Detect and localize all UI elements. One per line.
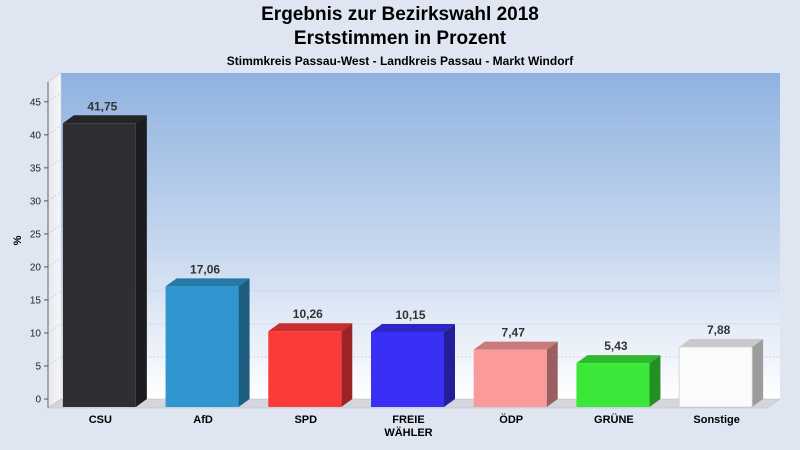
x-tick-label: WÄHLER [384,426,432,439]
bar [473,341,558,407]
bar-front [371,331,444,407]
y-tick-label: 45 [30,97,42,108]
x-tick-label: SPD [294,414,317,426]
labels: 41,75 CSU 17,06 AfD 10,26 SPD 10,15 FREIEWÄHLER… [87,99,740,439]
bar [62,115,147,408]
bar-value-label: 7,88 [707,323,731,337]
bar-front [62,123,136,408]
bar-value-label: 10,26 [293,307,323,321]
bar-front [165,286,239,407]
bar-top [165,278,250,287]
bar-side [238,278,250,407]
bar-value-label: 41,75 [87,99,117,113]
x-tick-label: GRÜNE [594,413,634,426]
y-tick-label: 25 [30,229,42,240]
bar-front [268,331,342,407]
gridline [47,257,780,268]
bar-top [371,323,455,332]
y-tick-label: 40 [30,130,42,141]
bar-top [679,338,764,347]
y-axis-label: % [12,235,24,245]
bar-side [649,355,661,407]
x-tick-label: CSU [89,414,112,426]
bar-side [444,323,455,407]
y-tick-label: 35 [30,163,42,174]
x-tick-label: ÖDP [499,413,523,426]
bar [371,323,455,407]
bar-side [135,115,147,408]
gridline [47,323,780,334]
bar-value-label: 7,47 [502,326,526,340]
y-tick-label: 15 [30,295,42,306]
gridline [47,125,780,136]
bar [678,338,764,408]
bar-top [576,355,661,364]
y-tick-label: 30 [30,196,42,207]
chart-subtitle: Erststimmen in Prozent [293,28,507,49]
y-tick-label: 0 [35,395,41,406]
bar-top [62,115,147,124]
x-tick-label: Sonstige [693,414,739,426]
chart-title: Ergebnis zur Bezirkswahl 2018 [261,4,539,25]
y-tick-label: 10 [30,328,42,339]
y-tick-label: 5 [35,361,41,372]
x-tick-label: FREIE [392,414,424,426]
gridline [47,356,780,367]
y-tick-label: 20 [30,262,42,273]
chart-subsubtitle: Stimmkreis Passau-West - Landkreis Passa… [226,54,574,68]
bar-side [341,323,353,407]
bar-side [752,338,764,407]
grid-lines [47,92,780,367]
bar-top [473,341,558,350]
bar-top [268,323,353,332]
bar-value-label: 5,43 [604,339,628,353]
axes: 0 5 10 15 20 25 30 35 40 45% [12,82,49,408]
gridline [47,290,780,301]
bar-value-label: 17,06 [190,262,220,276]
bar-front [473,349,547,407]
bars [62,115,764,408]
plot-left-wall [47,72,62,409]
gridline [47,224,780,235]
gridline [47,158,780,169]
bar-front [678,346,753,408]
gridline [47,92,780,103]
bar [165,278,250,407]
bar-value-label: 10,15 [395,308,425,322]
bar [576,355,661,407]
bar-side [546,341,558,407]
gridline [47,191,780,202]
x-tick-label: AfD [193,414,213,426]
bar [268,323,353,407]
bar-front [576,363,650,407]
